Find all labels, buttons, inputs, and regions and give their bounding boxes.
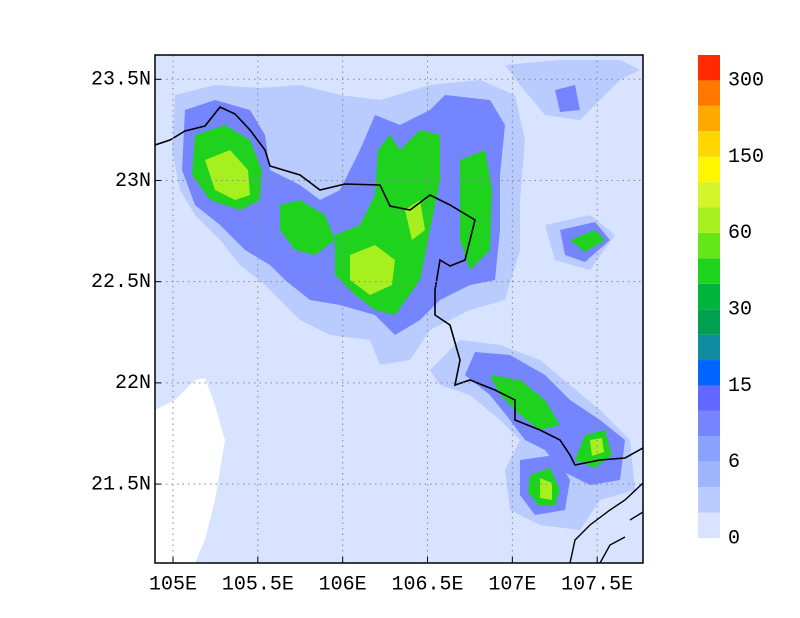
colorbar-box [698,360,720,386]
colorbar: 0 6 15 30 60 150 300 [698,55,764,550]
y-tick-label: 22N [115,372,151,395]
colorbar-box [698,55,720,81]
colorbar-box [698,334,720,361]
colorbar-box [698,512,720,538]
x-tick-label: 106E [319,573,367,596]
x-tick-label: 106.5E [391,573,463,596]
colorbar-box [698,436,720,462]
border-line [155,106,643,466]
colorbar-label: 60 [728,222,752,245]
coastline [569,482,643,563]
colorbar-label: 0 [728,527,740,550]
colorbar-box [698,156,720,183]
x-tick-label: 107.5E [561,573,633,596]
y-tick-label: 23.5N [91,69,151,92]
colorbar-box [698,207,720,233]
colorbar-label: 300 [728,70,764,93]
field [155,55,643,563]
x-tick-label: 107E [488,573,536,596]
ticks: 105E 105.5E 106E 106.5E 107E 107.5E 21.5N 22N 22… [91,69,633,597]
colorbar-box [698,385,720,411]
y-tick-label: 23N [115,170,151,193]
colorbar-box [698,283,720,310]
plot-frame [154,54,644,564]
colorbar-box [698,410,720,437]
colorbar-box [698,309,720,335]
colorbar-label: 30 [728,298,752,321]
contour-yellow-green [205,150,604,500]
x-tick-label: 105E [149,573,197,596]
y-tick-label: 21.5N [91,473,151,496]
colorbar-box [698,461,720,488]
colorbar-label: 15 [728,375,752,398]
grid [155,55,643,563]
colorbar-label: 150 [728,146,764,169]
contour-green [192,125,612,505]
y-tick-label: 22.5N [91,271,151,294]
colorbar-label: 6 [728,451,740,474]
colorbar-box [698,105,720,132]
colorbar-box [698,487,720,513]
colorbar-box [698,232,720,259]
colorbar-box [698,182,720,208]
colorbar-box [698,131,720,157]
colorbar-box [698,80,720,106]
x-tick-label: 105.5E [222,573,294,596]
colorbar-box [698,258,720,284]
